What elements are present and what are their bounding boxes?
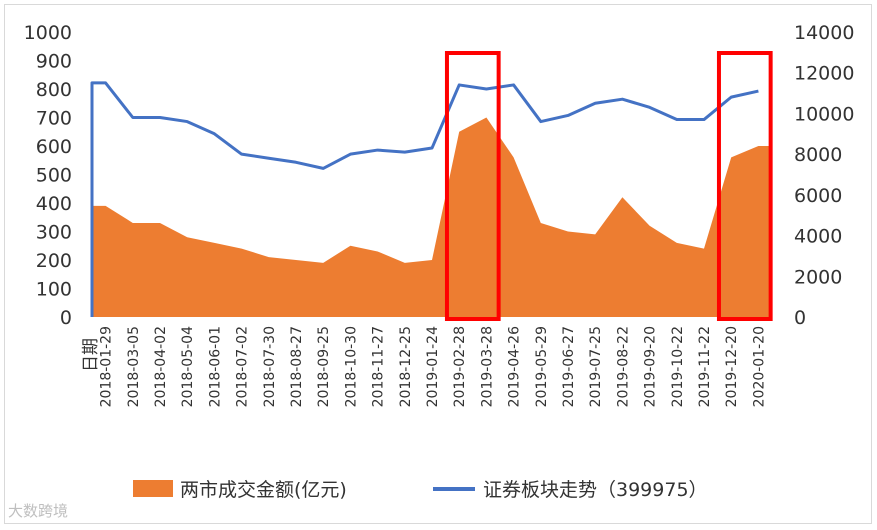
chart-frame [4, 4, 872, 524]
left-tick-label: 700 [36, 108, 72, 130]
right-axis-ticks: 0 2000 4000 6000 8000 10000 12000 14000 [794, 22, 854, 329]
left-tick-label: 600 [36, 136, 72, 158]
right-tick-label: 0 [794, 307, 806, 329]
x-tick-label: 2018-11-27 [371, 326, 387, 407]
x-tick-label: 2018-07-02 [235, 326, 251, 407]
x-tick-label: 2019-05-29 [534, 326, 550, 407]
x-tick-label: 2019-09-20 [643, 326, 659, 407]
x-tick-label: 2019-11-22 [697, 326, 713, 407]
watermark: 大数跨境 [8, 502, 69, 520]
legend-label-securities: 证券板块走势（399975） [483, 479, 708, 501]
legend: 两市成交金额(亿元) 证券板块走势（399975） [133, 479, 708, 501]
left-tick-label: 0 [60, 307, 72, 329]
x-axis-title: 日期 [81, 338, 101, 372]
left-tick-label: 800 [36, 79, 72, 101]
left-tick-label: 200 [36, 250, 72, 272]
right-tick-label: 10000 [794, 103, 854, 125]
plot-area [90, 51, 773, 321]
x-tick-label: 2018-12-25 [398, 326, 414, 407]
legend-swatch-volume [133, 480, 173, 497]
left-tick-label: 400 [36, 193, 72, 215]
left-tick-label: 300 [36, 222, 72, 244]
x-tick-label: 2020-01-20 [751, 326, 767, 407]
x-tick-label: 2019-10-22 [670, 326, 686, 407]
right-tick-label: 12000 [794, 63, 854, 85]
x-tick-label: 2018-10-30 [343, 326, 359, 407]
x-tick-label: 2019-04-26 [507, 326, 523, 407]
left-tick-label: 1000 [24, 22, 72, 44]
highlight-box [444, 51, 501, 321]
volume-area [92, 117, 772, 317]
x-tick-label: 2019-08-22 [615, 326, 631, 407]
legend-label-volume: 两市成交金额(亿元) [180, 479, 347, 501]
left-tick-label: 900 [36, 51, 72, 73]
right-tick-label: 14000 [794, 22, 854, 44]
right-tick-label: 6000 [794, 185, 842, 207]
left-axis-ticks: 0 100 200 300 400 500 600 700 800 900 1000 [24, 22, 72, 329]
x-tick-label: 2019-02-28 [452, 326, 468, 407]
left-tick-label: 100 [36, 279, 72, 301]
x-tick-label: 2018-01-29 [99, 326, 115, 407]
x-tick-label: 2019-07-25 [588, 326, 604, 407]
right-tick-label: 8000 [794, 144, 842, 166]
x-tick-label: 2018-04-02 [153, 326, 169, 407]
x-tick-label: 2018-08-27 [289, 326, 305, 407]
x-tick-label: 2018-07-30 [262, 326, 278, 407]
x-tick-label: 2019-01-24 [425, 326, 441, 407]
x-tick-label: 2019-12-20 [724, 326, 740, 407]
x-tick-label: 2018-03-05 [126, 326, 142, 407]
right-tick-label: 2000 [794, 266, 842, 288]
x-tick-label: 2019-06-27 [561, 326, 577, 407]
x-tick-label: 2018-09-25 [316, 326, 332, 407]
left-tick-label: 500 [36, 165, 72, 187]
x-axis-ticks: 2018-01-29 2018-03-05 2018-04-02 2018-05-04… [99, 326, 768, 407]
x-tick-label: 2018-05-04 [180, 326, 196, 407]
x-tick-label: 2019-03-28 [479, 326, 495, 407]
x-tick-label: 2018-06-01 [207, 326, 223, 407]
right-tick-label: 4000 [794, 226, 842, 248]
highlight-box [716, 51, 773, 321]
